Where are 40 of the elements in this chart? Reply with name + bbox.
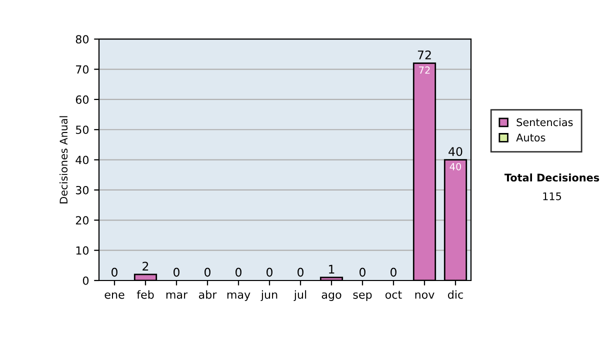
x-tick-label: may [227,292,250,301]
x-tick-label: mar [166,292,188,299]
x-tick-label: ene [104,292,124,299]
total-label: 72 [418,50,431,60]
y-tick-label: 60 [76,95,89,104]
x-tick-label: feb [136,290,154,299]
total-label: 0 [236,268,242,277]
x-tick-label: dic [448,290,463,299]
total-label: 2 [142,262,148,270]
total-label: 0 [204,268,210,277]
x-tick-label: jun [260,290,278,301]
legend-label: Autos [516,134,546,142]
total-label: 1 [329,264,334,274]
x-tick-label: sep [353,292,372,301]
y-tick-label: 40 [76,156,89,164]
text: Total Decisiones [504,173,600,182]
total-label: 0 [112,268,118,277]
y-tick-label: 30 [76,186,89,194]
x-tick-label: abr [198,290,217,299]
x-tick-label: ago [322,292,342,301]
y-tick-label: 20 [76,216,89,225]
total-label: 0 [360,268,366,277]
x-tick-label: oct [385,290,402,299]
total-label: 0 [298,268,304,277]
legend-label: Sentencias [516,118,573,126]
y-tick-label: 50 [76,126,89,134]
y-tick-label: 0 [82,276,89,285]
x-tick-label: jul [294,290,306,301]
total-label: 0 [390,268,396,277]
total-label: 0 [174,268,180,277]
y-tick-label: 80 [76,35,89,44]
total-label: 0 [266,268,272,277]
total-label: 40 [448,147,462,156]
y-tick-label: 70 [76,65,89,74]
data-label: 72 [419,66,430,74]
x-tick-label: nov [415,292,434,299]
y-axis-title: Decisiones Anual [60,116,68,204]
text: 115 [543,192,562,200]
data-label: 40 [450,162,462,170]
y-tick-label: 10 [76,246,89,255]
